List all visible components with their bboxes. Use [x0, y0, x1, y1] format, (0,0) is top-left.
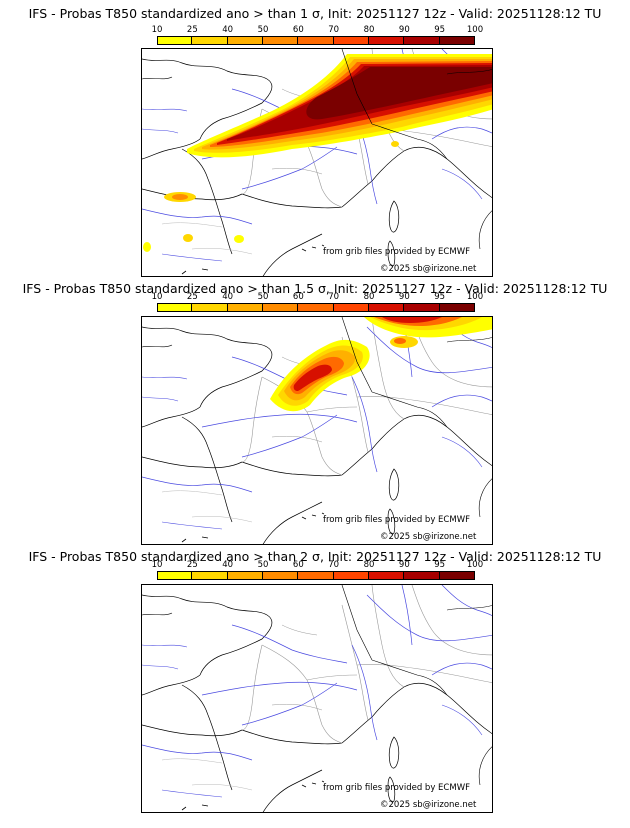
- colorbar-tick-label: 25: [186, 25, 198, 35]
- colorbar-tick-label: 25: [186, 560, 198, 570]
- colorbar-tick-label: 95: [434, 25, 446, 35]
- colorbar-tick-label: 80: [363, 560, 375, 570]
- probability-field-1: [143, 54, 492, 252]
- colorbar-tick-label: 60: [292, 292, 304, 302]
- colorbar-tick-label: 90: [398, 560, 410, 570]
- colorbar-segment: [263, 36, 299, 45]
- colorbar-tick-label: 25: [186, 292, 198, 302]
- colorbar-segment: [404, 36, 440, 45]
- colorbar-tick-label: 10: [151, 25, 163, 35]
- colorbar-segment: [333, 571, 369, 580]
- colorbar-tick-label: 100: [466, 25, 484, 35]
- colorbar-segment: [298, 303, 334, 312]
- colorbar-segment: [227, 571, 263, 580]
- colorbar-segment: [369, 36, 405, 45]
- panel-1-map-svg: [142, 49, 492, 276]
- colorbar-tick-label: 60: [292, 560, 304, 570]
- colorbar-segment: [404, 303, 440, 312]
- colorbar-segment: [369, 571, 405, 580]
- probability-field-2: [270, 317, 492, 412]
- colorbar-segment: [298, 36, 334, 45]
- panel-1-title: IFS - Probas T850 standardized ano > tha…: [28, 6, 602, 21]
- panel-1-map: [141, 48, 493, 277]
- panel-3-title: IFS - Probas T850 standardized ano > tha…: [28, 549, 602, 564]
- colorbar-segment: [227, 303, 263, 312]
- panel-1-colorbar: 10 25 40 50 60 70 80 90 95 100: [152, 25, 483, 45]
- panel-2-credit-copyright: ©2025 sb@irizone.net: [380, 532, 477, 542]
- panel-2-colorbar: 10 25 40 50 60 70 80 90 95 100: [152, 292, 483, 312]
- colorbar-segment: [369, 303, 405, 312]
- panel-1-credit-source: from grib files provided by ECMWF: [323, 247, 470, 257]
- panel-2-map-svg: [142, 317, 492, 544]
- colorbar-segment: [333, 36, 369, 45]
- colorbar-tick-label: 10: [151, 292, 163, 302]
- panel-3-colorbar: 10 25 40 50 60 70 80 90 95 100: [152, 560, 483, 580]
- colorbar-tick-label: 40: [222, 560, 234, 570]
- panel-2-map: [141, 316, 493, 545]
- colorbar-segment: [192, 571, 228, 580]
- panel-2-title: IFS - Probas T850 standardized ano > tha…: [22, 281, 608, 296]
- panel-3-map: [141, 584, 493, 813]
- colorbar-segment: [298, 571, 334, 580]
- colorbar-tick-label: 90: [398, 25, 410, 35]
- colorbar-tick-label: 70: [328, 292, 340, 302]
- colorbar-tick-label: 70: [328, 25, 340, 35]
- colorbar-segment: [263, 571, 299, 580]
- panel-3-credit-source: from grib files provided by ECMWF: [323, 783, 470, 793]
- panel-2-credit-source: from grib files provided by ECMWF: [323, 515, 470, 525]
- colorbar-segment: [192, 303, 228, 312]
- colorbar-tick-label: 40: [222, 25, 234, 35]
- colorbar-tick-label: 60: [292, 25, 304, 35]
- colorbar-segment: [157, 303, 193, 312]
- colorbar-tick-label: 80: [363, 25, 375, 35]
- colorbar-segment: [227, 36, 263, 45]
- panel-3-map-svg: [142, 585, 492, 812]
- colorbar-tick-label: 95: [434, 560, 446, 570]
- colorbar-tick-label: 10: [151, 560, 163, 570]
- panel-3-credit-copyright: ©2025 sb@irizone.net: [380, 800, 477, 810]
- colorbar-tick-label: 50: [257, 560, 269, 570]
- colorbar-tick-label: 40: [222, 292, 234, 302]
- colorbar-tick-label: 70: [328, 560, 340, 570]
- colorbar-segment: [404, 571, 440, 580]
- colorbar-tick-label: 50: [257, 25, 269, 35]
- colorbar-tick-label: 95: [434, 292, 446, 302]
- colorbar-tick-label: 90: [398, 292, 410, 302]
- colorbar-tick-label: 100: [466, 560, 484, 570]
- colorbar-segment: [263, 303, 299, 312]
- colorbar-segment: [157, 571, 193, 580]
- colorbar-segment: [333, 303, 369, 312]
- colorbar-tick-label: 80: [363, 292, 375, 302]
- colorbar-segment: [192, 36, 228, 45]
- colorbar-tick-label: 100: [466, 292, 484, 302]
- panel-1-credit-copyright: ©2025 sb@irizone.net: [380, 264, 477, 274]
- colorbar-tick-label: 50: [257, 292, 269, 302]
- colorbar-segment: [157, 36, 193, 45]
